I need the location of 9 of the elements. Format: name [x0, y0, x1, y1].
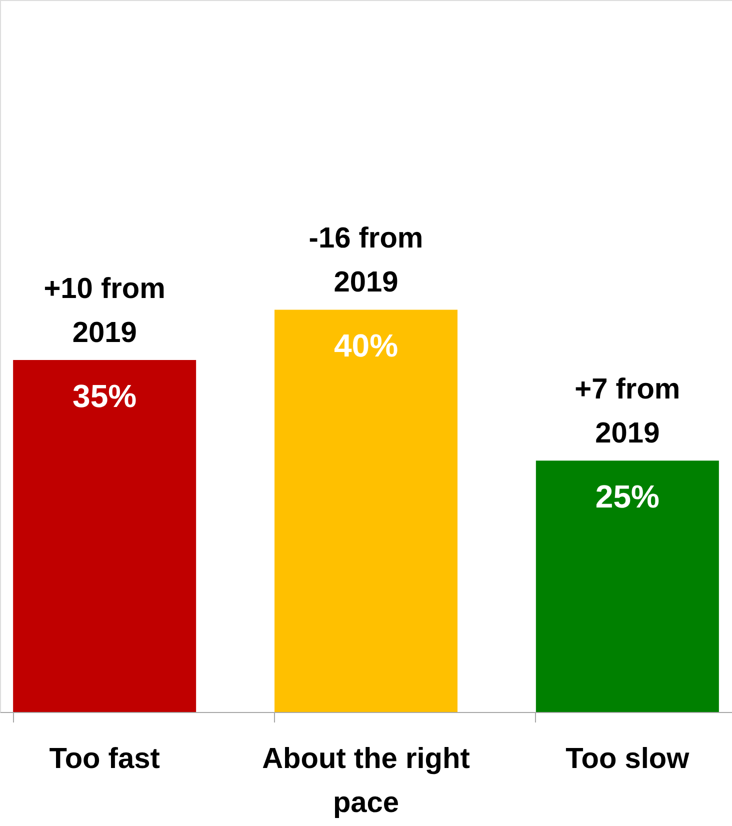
x-tick-label: About the right pace	[262, 743, 470, 819]
annotation: +7 from 2019	[574, 374, 680, 450]
data-label: 25%	[595, 478, 660, 515]
annotation: -16 from 2019	[308, 222, 424, 299]
data-label: 35%	[72, 378, 137, 414]
x-tick-label: Too fast	[49, 743, 160, 775]
annotation: +10 from 2019	[44, 273, 166, 350]
data-label: 40%	[334, 328, 398, 364]
x-tick-label: Too slow	[566, 743, 690, 775]
